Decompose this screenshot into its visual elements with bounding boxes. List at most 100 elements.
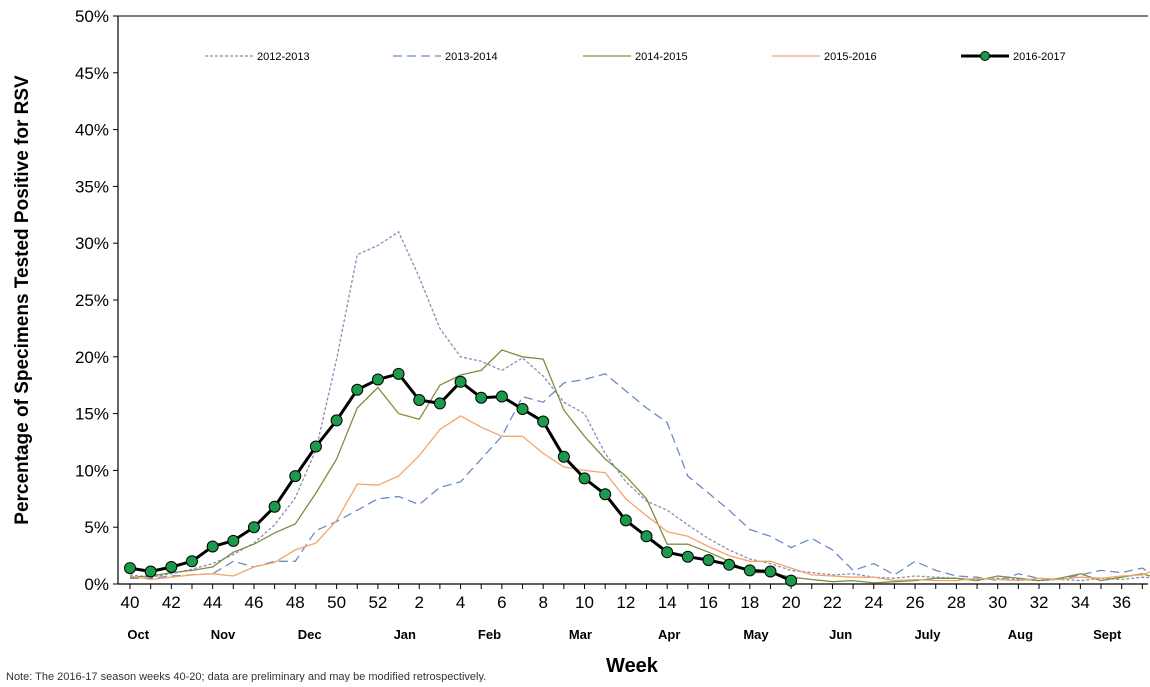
x-tick-label: 52 <box>368 593 387 612</box>
series-point <box>186 556 197 567</box>
series-point <box>166 561 177 572</box>
month-label: Nov <box>211 627 236 642</box>
legend-label: 2016-2017 <box>1013 51 1066 63</box>
series-point <box>269 501 280 512</box>
series-point <box>496 391 507 402</box>
x-tick-label: 48 <box>286 593 305 612</box>
series-line-2012-2013 <box>130 232 1150 581</box>
month-label: Oct <box>127 627 149 642</box>
x-tick-label: 14 <box>658 593 677 612</box>
x-tick-label: 30 <box>988 593 1007 612</box>
series-group <box>125 232 1150 586</box>
x-tick-label: 16 <box>699 593 718 612</box>
x-tick-label: 40 <box>121 593 140 612</box>
x-tick-label: 12 <box>616 593 635 612</box>
month-label: Dec <box>298 627 322 642</box>
y-ticks: 0%5%10%15%20%25%30%35%40%45%50% <box>75 7 118 594</box>
month-label: Apr <box>658 627 680 642</box>
x-tick-label: 36 <box>1112 593 1131 612</box>
x-tick-label: 46 <box>244 593 263 612</box>
series-point <box>620 515 631 526</box>
series-point <box>145 566 156 577</box>
series-line-2016-2017 <box>130 374 791 581</box>
month-label: May <box>743 627 769 642</box>
month-label: Aug <box>1008 627 1033 642</box>
series-point <box>517 404 528 415</box>
series-point <box>310 441 321 452</box>
x-tick-label: 2 <box>415 593 424 612</box>
series-point <box>744 565 755 576</box>
y-tick-label: 25% <box>75 291 109 310</box>
x-tick-label: 44 <box>203 593 222 612</box>
month-label: Jan <box>394 627 416 642</box>
plot-frame <box>118 16 1148 584</box>
x-tick-label: 8 <box>538 593 547 612</box>
series-point <box>682 551 693 562</box>
x-tick-label: 50 <box>327 593 346 612</box>
month-label: Jun <box>829 627 852 642</box>
x-tick-label: 42 <box>162 593 181 612</box>
series-point <box>290 471 301 482</box>
x-tick-label: 34 <box>1071 593 1090 612</box>
series-line-2014-2015 <box>130 350 1150 583</box>
x-tick-label: 10 <box>575 593 594 612</box>
series-point <box>538 416 549 427</box>
series-point <box>476 392 487 403</box>
series-point <box>352 384 363 395</box>
x-tick-label: 26 <box>906 593 925 612</box>
y-axis-label-group: Percentage of Specimens Tested Positive … <box>12 75 33 525</box>
series-point <box>558 451 569 462</box>
series-point <box>455 376 466 387</box>
series-point <box>765 566 776 577</box>
series-point <box>228 535 239 546</box>
footnote: Note: The 2016-17 season weeks 40-20; da… <box>6 671 486 682</box>
series-point <box>600 489 611 500</box>
month-label: July <box>914 627 941 642</box>
series-line-2013-2014 <box>130 374 1150 581</box>
series-point <box>641 531 652 542</box>
series-point <box>724 559 735 570</box>
legend-label: 2014-2015 <box>635 51 688 63</box>
x-tick-label: 28 <box>947 593 966 612</box>
x-tick-label: 4 <box>456 593 465 612</box>
y-tick-label: 5% <box>84 518 109 537</box>
series-point <box>662 547 673 558</box>
x-tick-label: 24 <box>864 593 883 612</box>
series-point <box>786 575 797 586</box>
y-tick-label: 45% <box>75 64 109 83</box>
month-labels: Oct Nov Dec Jan Feb Mar Apr May Jun July Aug Sept <box>127 627 1122 642</box>
y-tick-label: 20% <box>75 348 109 367</box>
series-point <box>248 522 259 533</box>
series-point <box>331 415 342 426</box>
legend-marker <box>981 52 990 61</box>
y-tick-label: 50% <box>75 7 109 26</box>
series-point <box>125 563 136 574</box>
series-point <box>434 398 445 409</box>
legend-label: 2012-2013 <box>257 51 310 63</box>
y-tick-label: 30% <box>75 234 109 253</box>
x-tick-label: 18 <box>740 593 759 612</box>
y-axis-label: Percentage of Specimens Tested Positive … <box>12 75 33 525</box>
series-point <box>372 374 383 385</box>
y-tick-label: 15% <box>75 405 109 424</box>
month-label: Mar <box>569 627 592 642</box>
x-tick-label: 32 <box>1030 593 1049 612</box>
y-tick-label: 35% <box>75 177 109 196</box>
legend-label: 2015-2016 <box>824 51 877 63</box>
x-tick-label: 20 <box>782 593 801 612</box>
series-point <box>207 541 218 552</box>
x-axis-label: Week <box>606 655 659 677</box>
series-point <box>579 473 590 484</box>
x-tick-label: 22 <box>823 593 842 612</box>
series-point <box>703 555 714 566</box>
month-label: Feb <box>478 627 501 642</box>
series-point <box>393 368 404 379</box>
month-label: Sept <box>1093 627 1122 642</box>
y-tick-label: 10% <box>75 461 109 480</box>
series-line-2015-2016 <box>130 416 1150 581</box>
y-tick-label: 0% <box>84 575 109 594</box>
